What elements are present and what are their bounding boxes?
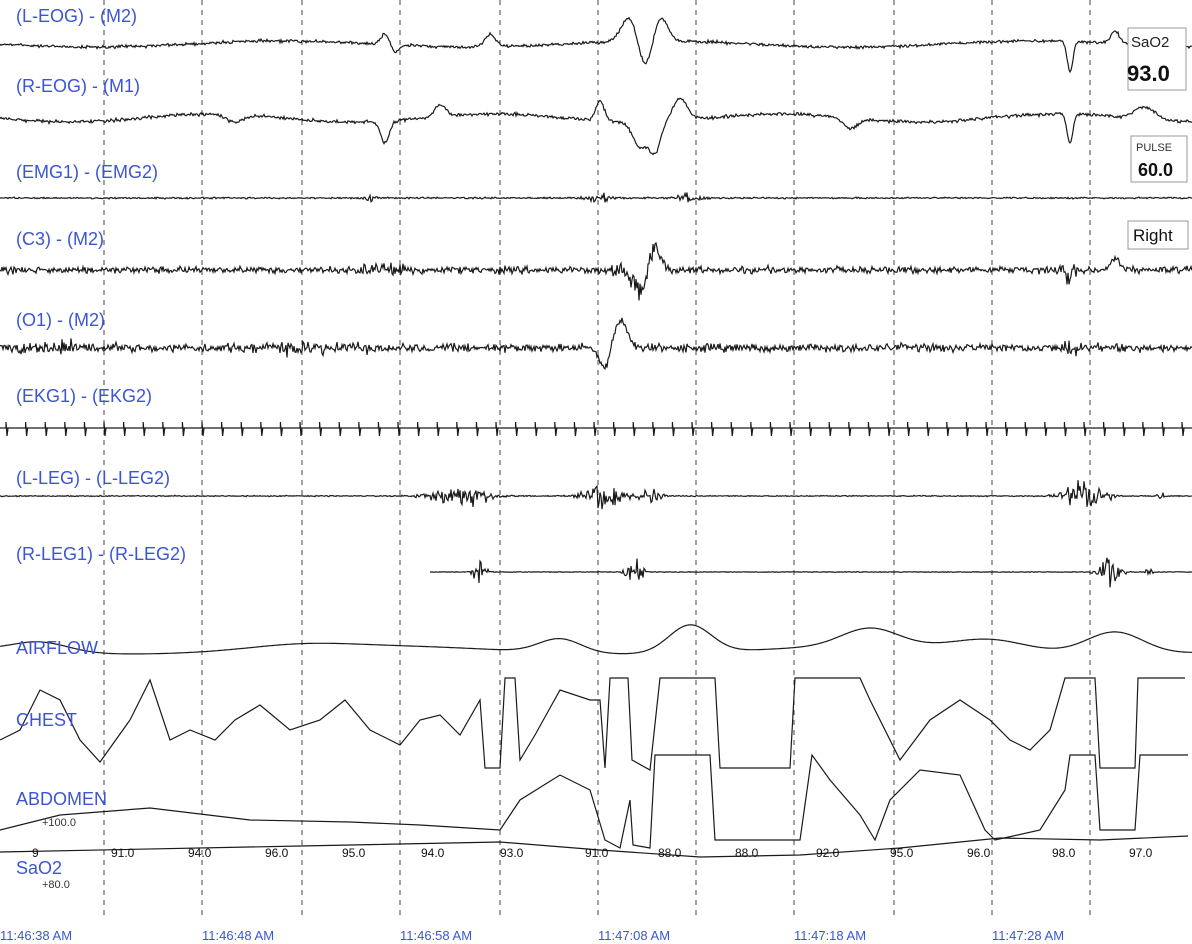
sao2-value-label: 96.0 xyxy=(967,846,991,860)
signal-traces xyxy=(0,16,1192,858)
sao2-box xyxy=(1127,27,1187,91)
sao2-value-label: 98.0 xyxy=(1052,846,1076,860)
label-abdomen: ABDOMEN xyxy=(16,789,107,809)
label-chest: CHEST xyxy=(16,710,77,730)
trace-l-eog xyxy=(0,16,1192,74)
sao2-value-label: 91.0 xyxy=(111,846,135,860)
side-position: Right xyxy=(1133,226,1173,245)
time-label: 11:46:38 AM xyxy=(0,928,72,943)
label-l-leg: (L-LEG) - (L-LEG2) xyxy=(16,468,170,488)
sao2-value-label: 93.0 xyxy=(500,846,524,860)
sao2-value-label: 96.0 xyxy=(265,846,289,860)
label-airflow: AIRFLOW xyxy=(16,638,98,658)
label-sao2: SaO2 xyxy=(16,858,62,878)
label-emg: (EMG1) - (EMG2) xyxy=(16,162,158,182)
label-c3: (C3) - (M2) xyxy=(16,229,104,249)
time-label: 11:47:08 AM xyxy=(598,928,670,943)
side-sao2-title: SaO2 xyxy=(1131,34,1169,51)
time-gridlines xyxy=(103,0,1091,916)
sao2-value-label: 97.0 xyxy=(1129,846,1153,860)
sao2-scale-label: +80.0 xyxy=(42,879,70,891)
trace-l-leg xyxy=(0,480,1192,510)
trace-o1 xyxy=(0,317,1192,370)
trace-ekg xyxy=(0,421,1192,437)
time-label: 11:46:58 AM xyxy=(400,928,472,943)
sao2-left-value: 9 xyxy=(32,846,39,860)
time-label: 11:47:18 AM xyxy=(794,928,866,943)
side-pulse-value: 60.0 xyxy=(1138,160,1173,180)
time-label: 11:46:48 AM xyxy=(202,928,274,943)
sao2-value-label: 94.0 xyxy=(188,846,212,860)
trace-c3 xyxy=(0,241,1192,301)
sao2-value-label: 88.0 xyxy=(658,846,682,860)
label-ekg: (EKG1) - (EKG2) xyxy=(16,386,152,406)
label-r-eog: (R-EOG) - (M1) xyxy=(16,76,140,96)
label-l-eog: (L-EOG) - (M2) xyxy=(16,6,137,26)
abdomen-scale-label: +100.0 xyxy=(42,817,76,829)
sao2-value-label: 95.0 xyxy=(342,846,366,860)
time-label: 11:47:28 AM xyxy=(992,928,1064,943)
sao2-value-label: 91.0 xyxy=(585,846,609,860)
sao2-value-row: 91.0 94.0 96.0 95.0 94.0 93.0 91.0 88.0 88.0 92.0… xyxy=(111,846,1153,860)
position-box xyxy=(1127,220,1189,250)
sao2-value-label: 88.0 xyxy=(735,846,759,860)
sao2-value-label: 95.0 xyxy=(890,846,914,860)
pulse-box xyxy=(1130,135,1188,183)
trace-chest xyxy=(0,677,1185,771)
trace-r-leg xyxy=(429,557,1192,588)
trace-r-eog xyxy=(0,97,1192,156)
sao2-value-label: 92.0 xyxy=(816,846,840,860)
sao2-value-label: 94.0 xyxy=(421,846,445,860)
label-o1: (O1) - (M2) xyxy=(16,310,105,330)
trace-abdomen xyxy=(0,753,1188,849)
trace-emg xyxy=(0,191,1192,204)
trace-airflow xyxy=(0,624,1192,655)
trace-sao2 xyxy=(0,835,1189,858)
label-r-leg: (R-LEG1) - (R-LEG2) xyxy=(16,544,186,564)
side-sao2-value: 93.0 xyxy=(1127,61,1170,86)
time-axis: 11:46:38 AM 11:46:48 AM 11:46:58 AM 11:47:0… xyxy=(0,928,1064,943)
side-pulse-title: PULSE xyxy=(1136,142,1172,154)
